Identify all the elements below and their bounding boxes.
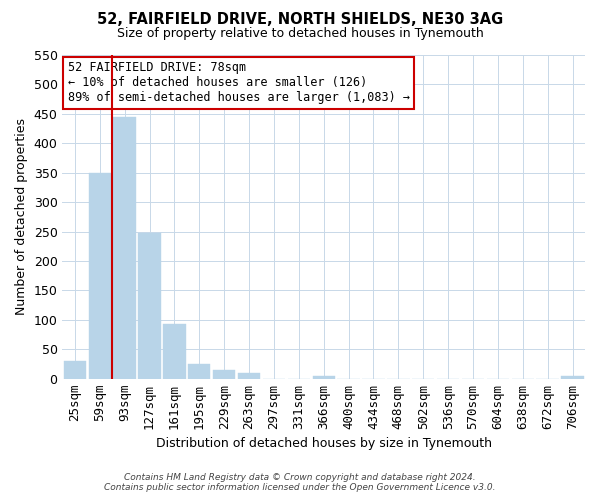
Bar — [313, 376, 335, 379]
Bar — [163, 324, 185, 379]
Text: Contains HM Land Registry data © Crown copyright and database right 2024.
Contai: Contains HM Land Registry data © Crown c… — [104, 473, 496, 492]
Text: Size of property relative to detached houses in Tynemouth: Size of property relative to detached ho… — [116, 28, 484, 40]
Bar — [139, 233, 161, 379]
Bar — [562, 376, 584, 379]
Bar — [213, 370, 235, 379]
Bar — [188, 364, 211, 379]
Y-axis label: Number of detached properties: Number of detached properties — [15, 118, 28, 316]
X-axis label: Distribution of detached houses by size in Tynemouth: Distribution of detached houses by size … — [156, 437, 492, 450]
Bar — [113, 117, 136, 379]
Text: 52, FAIRFIELD DRIVE, NORTH SHIELDS, NE30 3AG: 52, FAIRFIELD DRIVE, NORTH SHIELDS, NE30… — [97, 12, 503, 28]
Bar — [64, 361, 86, 379]
Bar — [238, 373, 260, 379]
Text: 52 FAIRFIELD DRIVE: 78sqm
← 10% of detached houses are smaller (126)
89% of semi: 52 FAIRFIELD DRIVE: 78sqm ← 10% of detac… — [68, 62, 410, 104]
Bar — [89, 172, 111, 379]
